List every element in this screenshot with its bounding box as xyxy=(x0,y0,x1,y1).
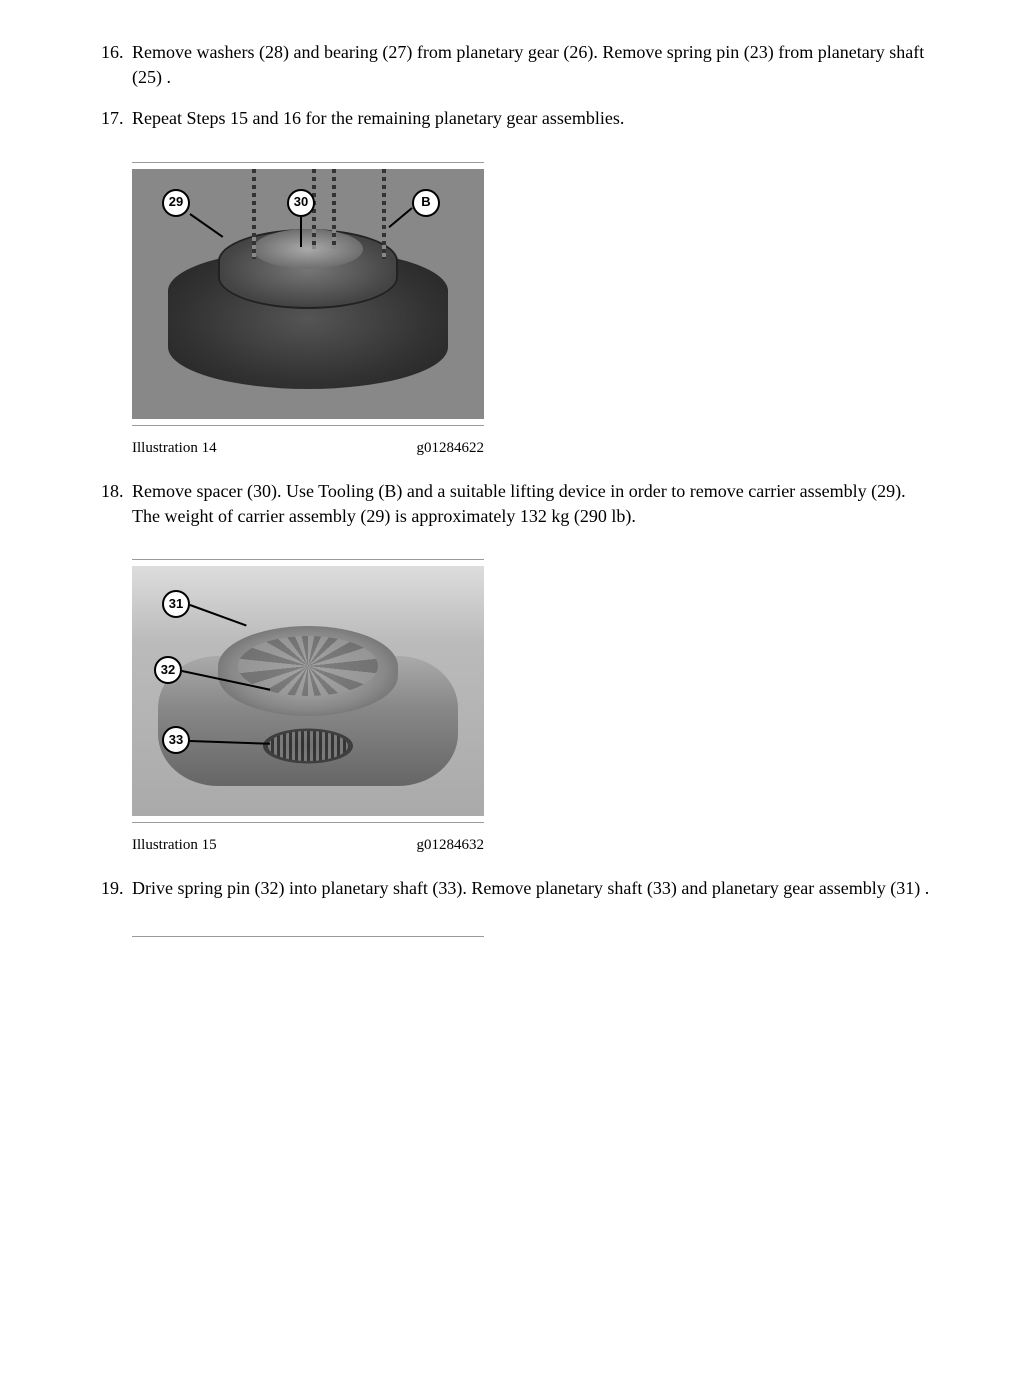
chain-mid-2 xyxy=(332,169,336,249)
figure-15-label: Illustration 15 xyxy=(132,835,308,856)
procedure-list: Remove washers (28) and bearing (27) fro… xyxy=(90,40,934,901)
callout-30-line xyxy=(300,217,302,247)
step-17: Repeat Steps 15 and 16 for the remaining… xyxy=(128,106,934,458)
figure-15-block: 31 32 33 Illustration 15 g01284632 xyxy=(132,559,934,856)
chain-left xyxy=(252,169,256,259)
chain-right xyxy=(382,169,386,259)
figure-14-label: Illustration 14 xyxy=(132,438,308,459)
step-16: Remove washers (28) and bearing (27) fro… xyxy=(128,40,934,90)
callout-29: 29 xyxy=(162,189,190,217)
gear-top-shape xyxy=(253,229,363,269)
figure-15-caption: Illustration 15 g01284632 xyxy=(132,835,484,856)
callout-31: 31 xyxy=(162,590,190,618)
step-text: Drive spring pin (32) into planetary sha… xyxy=(132,878,929,898)
figure-top-divider xyxy=(132,162,484,163)
callout-B-line xyxy=(388,207,412,228)
callout-30: 30 xyxy=(287,189,315,217)
splines-shape xyxy=(268,731,348,761)
callout-32-label: 32 xyxy=(161,661,175,679)
step-18: Remove spacer (30). Use Tooling (B) and … xyxy=(128,479,934,856)
callout-B-label: B xyxy=(421,193,430,211)
step-text: Repeat Steps 15 and 16 for the remaining… xyxy=(132,108,624,128)
callout-B: B xyxy=(412,189,440,217)
callout-33-label: 33 xyxy=(169,731,183,749)
callout-31-arrow xyxy=(190,604,247,626)
step-text: Remove spacer (30). Use Tooling (B) and … xyxy=(132,481,906,526)
callout-33: 33 xyxy=(162,726,190,754)
step-19: Drive spring pin (32) into planetary sha… xyxy=(128,876,934,901)
callout-31-label: 31 xyxy=(169,595,183,613)
figure-14-caption: Illustration 14 g01284622 xyxy=(132,438,484,459)
figure-14-block: 29 30 B Illustration 14 g01284622 xyxy=(132,162,934,459)
figure-bottom-divider xyxy=(132,425,484,426)
figure-14-ref: g01284622 xyxy=(308,438,484,459)
trailing-figure-divider xyxy=(132,936,484,937)
figure-14-image: 29 30 B xyxy=(132,169,484,419)
callout-30-label: 30 xyxy=(294,193,308,211)
figure-bottom-divider xyxy=(132,822,484,823)
figure-top-divider xyxy=(132,559,484,560)
figure-15-image: 31 32 33 xyxy=(132,566,484,816)
figure-15-ref: g01284632 xyxy=(308,835,484,856)
callout-32: 32 xyxy=(154,656,182,684)
callout-29-label: 29 xyxy=(169,193,183,211)
callout-29-line xyxy=(189,213,223,238)
step-text: Remove washers (28) and bearing (27) fro… xyxy=(132,42,924,87)
